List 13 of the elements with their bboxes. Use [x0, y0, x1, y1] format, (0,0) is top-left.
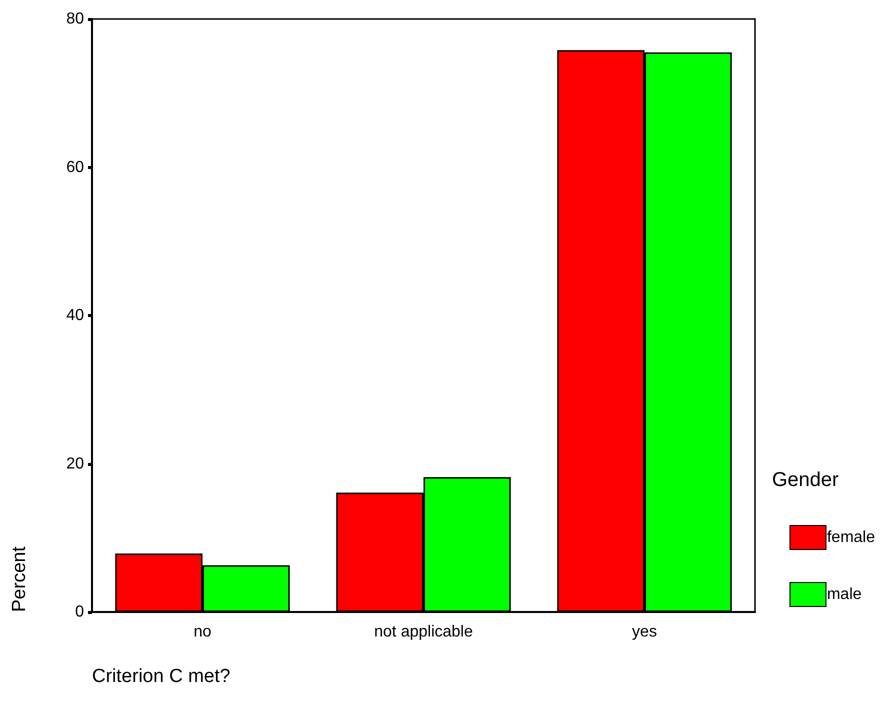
y-tick-label: 80	[66, 10, 84, 28]
x-axis-title: Criterion C met?	[92, 666, 230, 687]
x-tick-label: not applicable	[374, 624, 473, 640]
x-tick-label: no	[194, 624, 212, 640]
y-tick-label: 60	[66, 158, 84, 176]
legend-label: female	[826, 529, 876, 546]
y-tick-label: 40	[66, 307, 84, 324]
y-axis-title: Percent	[9, 546, 30, 612]
legend-label: male	[826, 586, 862, 603]
y-tick-label: 0	[75, 604, 84, 620]
legend-title: Gender	[772, 469, 840, 491]
y-tick-label: 20	[66, 455, 84, 472]
x-tick-label: yes	[632, 624, 657, 640]
